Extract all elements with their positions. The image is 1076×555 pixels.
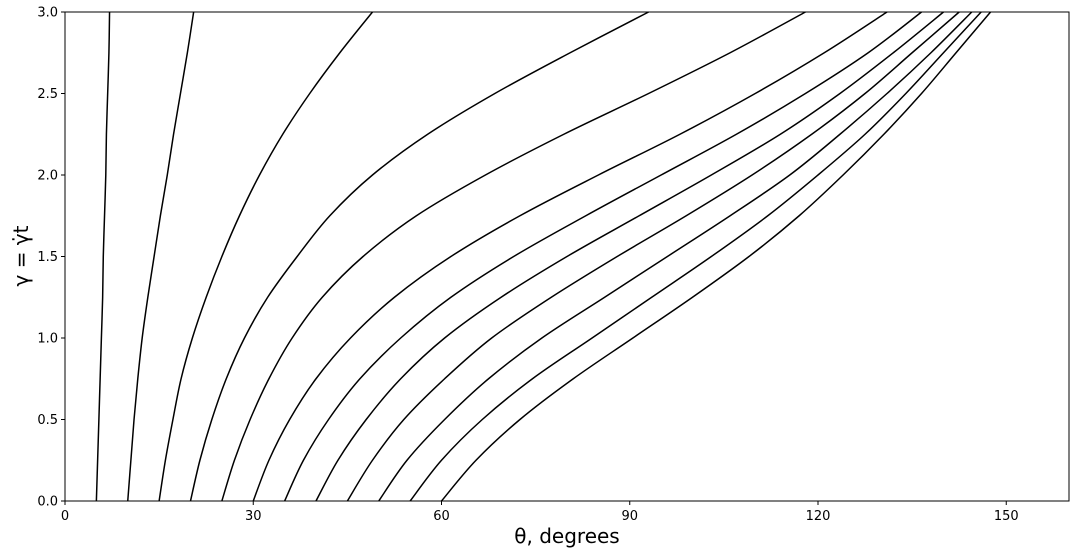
plot-frame — [64, 11, 1070, 502]
y-axis-ticks: 0.0 0.5 1.0 1.5 2.0 2.5 3.0 — [37, 6, 65, 510]
y-tick-label: 2.5 — [37, 87, 58, 102]
series-line-7 — [283, 11, 922, 502]
series-line-3 — [158, 11, 374, 502]
series-line-9 — [346, 11, 960, 502]
y-tick-label: 0.5 — [37, 413, 58, 428]
series-line-2 — [127, 11, 195, 502]
x-tick-label: 90 — [621, 509, 638, 524]
x-axis-label: θ, degrees — [514, 524, 619, 548]
series-line-5 — [221, 11, 806, 502]
y-tick-label: 0.0 — [37, 495, 58, 510]
y-tick-label: 3.0 — [37, 6, 58, 21]
x-tick-label: 120 — [806, 509, 831, 524]
series-line-11 — [409, 11, 982, 502]
series-line-12 — [440, 11, 992, 502]
y-tick-label: 2.0 — [37, 169, 58, 184]
y-axis-label: γ = γ̇t — [9, 225, 33, 286]
series-line-8 — [315, 11, 944, 502]
x-tick-label: 30 — [245, 509, 262, 524]
series-line-10 — [378, 11, 973, 502]
x-tick-label: 60 — [433, 509, 450, 524]
series-line-6 — [252, 11, 888, 502]
series-line-1 — [95, 11, 111, 502]
y-tick-label: 1.0 — [37, 332, 58, 347]
y-tick-label: 1.5 — [37, 250, 58, 265]
x-tick-label: 150 — [994, 509, 1019, 524]
curves-group — [95, 11, 992, 502]
series-line-4 — [189, 11, 649, 502]
x-tick-label: 0 — [61, 509, 69, 524]
x-axis-ticks: 0 30 60 90 120 150 — [61, 501, 1019, 524]
